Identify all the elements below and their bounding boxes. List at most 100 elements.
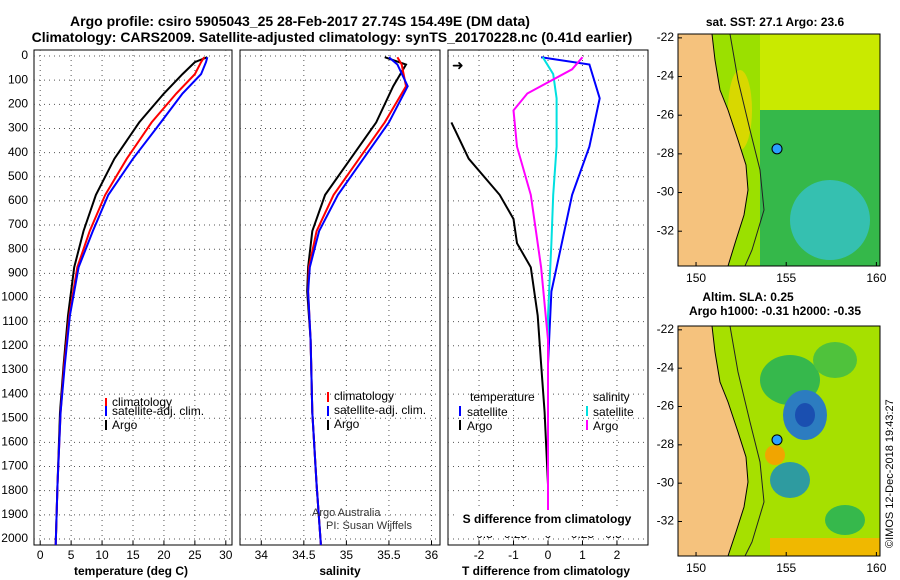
series-temperature-argo	[450, 121, 549, 533]
temperature-panel: 0 5 10 15 20 25 30 temperature (deg C) climato…	[33, 49, 233, 578]
depth-tick-label: 400	[8, 145, 28, 159]
legend-argo-label: Argo	[112, 418, 138, 432]
map-x-tick-label: 160	[866, 561, 886, 575]
temperature-xlabel: temperature (deg C)	[74, 564, 188, 578]
sst-map: sat. SST: 27.1 Argo: 23.6 -22 -24 -26 -28 -3…	[657, 15, 887, 285]
title-line-2: Climatology: CARS2009. Satellite-adjuste…	[32, 29, 633, 45]
map-x-tick-label: 150	[686, 561, 706, 575]
series-salinity-argo	[512, 56, 584, 533]
sst-map-yticks: -22 -24 -26 -28 -30 -32	[657, 30, 682, 237]
map-y-tick-label: -32	[657, 223, 675, 237]
depth-tick-label: 1200	[1, 338, 28, 352]
difference-top-arrow: ➜	[452, 57, 464, 73]
legend-climatology-label: climatology	[112, 395, 172, 409]
temperature-legend: climatology satellite-adj. clim. Argo	[105, 395, 204, 432]
legend-sal-satellite-label: satellite-adj. clim.	[334, 403, 426, 417]
depth-tick-label: 900	[8, 266, 28, 280]
salinity-legend: climatology satellite-adj. clim. Argo	[327, 389, 426, 431]
map-x-tick-label: 160	[866, 271, 886, 285]
depth-tick-label: 1100	[2, 314, 28, 328]
x-tick-label: 15	[126, 548, 140, 562]
depth-tick-label: 1500	[1, 410, 28, 424]
temperature-grid	[34, 50, 232, 545]
x-tick-label: 35.5	[377, 548, 401, 562]
salinity-grid	[240, 50, 440, 545]
depth-tick-label: 1400	[1, 386, 28, 400]
series-argo	[54, 56, 208, 546]
sst-map-title: sat. SST: 27.1 Argo: 23.6	[706, 15, 845, 29]
map-y-tick-label: -28	[657, 437, 675, 451]
x-tick-label: -2	[474, 548, 485, 562]
x-tick-label: 34.5	[292, 548, 316, 562]
imos-timestamp: ©IMOS 12-Dec-2018 19:43:27	[884, 399, 896, 548]
sst-map-xticks: 150 155 160	[686, 262, 887, 285]
depth-axis: 0 100 200 300 400 500 600 700 800 900 1000 1100 1200…	[1, 48, 28, 545]
map-y-tick-label: -24	[657, 360, 675, 374]
series-climatology	[54, 56, 206, 546]
map-y-tick-label: -24	[657, 69, 675, 83]
legend-sal-argo-label2: Argo	[593, 419, 619, 433]
map-y-tick-label: -28	[657, 146, 675, 160]
x-tick-label: 10	[95, 548, 109, 562]
depth-tick-label: 1700	[1, 459, 28, 473]
sla-map-xticks: 150 155 160	[686, 552, 887, 575]
depth-tick-label: 1300	[1, 362, 28, 376]
depth-tick-label: 1000	[1, 290, 28, 304]
sst-map-argo-marker	[771, 143, 783, 155]
series-satellite-adj-clim-	[54, 56, 209, 546]
depth-tick-label: 1800	[1, 483, 28, 497]
difference-subtitle-bg	[454, 510, 644, 536]
map-y-tick-label: -26	[657, 107, 675, 121]
series-temperature-satellite	[540, 56, 601, 533]
salinity-series	[306, 56, 409, 546]
temperature-series	[54, 56, 209, 546]
legend-satellite-label: satellite-adj. clim.	[112, 404, 204, 418]
difference-xticks: -2 -1 0 1 2	[474, 541, 621, 562]
difference-subtitle: S difference from climatology	[463, 512, 632, 526]
x-tick-label: 30	[219, 548, 233, 562]
depth-tick-label: 800	[8, 241, 28, 255]
legend-sal-argo-label: Argo	[334, 417, 360, 431]
x-tick-label: 34	[255, 548, 269, 562]
legend-sal-climatology-label: climatology	[334, 389, 394, 403]
series-satellite-adj-clim-	[307, 56, 409, 546]
depth-tick-label: 200	[8, 97, 28, 111]
series-salinity-satellite	[541, 56, 558, 533]
difference-series	[450, 56, 601, 533]
sla-map-title: Altim. SLA: 0.25	[702, 290, 794, 304]
sla-map: Altim. SLA: 0.25 Argo h1000: -0.31 h2000…	[657, 290, 896, 575]
sla-map-argo-marker	[771, 434, 783, 446]
sla-map-yticks: -22 -24 -26 -28 -30 -32	[657, 322, 682, 528]
x-tick-label: 1	[579, 548, 586, 562]
depth-tick-label: 2000	[1, 531, 28, 545]
x-tick-label: 5	[68, 548, 75, 562]
depth-tick-label: 600	[8, 193, 28, 207]
depth-tick-label: 0	[21, 48, 28, 62]
title-line-1: Argo profile: csiro 5905043_25 28-Feb-20…	[70, 13, 530, 29]
map-x-tick-label: 155	[776, 271, 796, 285]
salinity-xlabel: salinity	[319, 564, 361, 578]
map-x-tick-label: 150	[686, 271, 706, 285]
map-y-tick-label: -26	[657, 399, 675, 413]
x-tick-label: 2	[614, 548, 621, 562]
x-tick-label: 20	[157, 548, 171, 562]
map-y-tick-label: -30	[657, 475, 675, 489]
credit-argo-australia: Argo Australia	[312, 507, 381, 519]
map-y-tick-label: -30	[657, 185, 675, 199]
x-tick-label: 0	[545, 548, 552, 562]
salinity-xticks: 34 34.5 35 35.5 36	[255, 541, 439, 562]
x-tick-label: 36	[425, 548, 439, 562]
series-climatology	[307, 56, 408, 546]
difference-xlabel: T difference from climatology	[462, 564, 630, 578]
x-tick-label: -1	[508, 548, 519, 562]
temperature-xticks: 0 5 10 15 20 25 30	[37, 541, 233, 562]
legend-temperature-heading: temperature	[470, 390, 535, 404]
salinity-panel: 34 34.5 35 35.5 36 salinity climatology sate…	[239, 49, 441, 578]
depth-tick-label: 500	[8, 169, 28, 183]
x-tick-label: 25	[188, 548, 202, 562]
map-x-tick-label: 155	[776, 561, 796, 575]
depth-tick-label: 300	[8, 121, 28, 135]
legend-salinity-heading: salinity	[593, 390, 630, 404]
difference-legend: temperature satellite Argo salinity sate…	[459, 390, 634, 433]
x-tick-label: 35	[340, 548, 354, 562]
